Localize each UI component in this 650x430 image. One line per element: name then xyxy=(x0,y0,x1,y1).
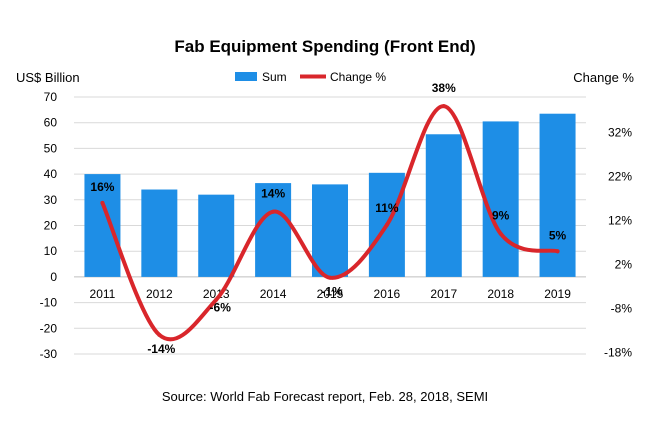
right-axis-title: Change % xyxy=(573,70,634,85)
left-tick-label: 20 xyxy=(44,219,58,233)
left-tick-label: 40 xyxy=(44,167,58,181)
change-point-2011 xyxy=(100,200,105,205)
data-labels: 16% -14% -6% 14% -1% 11% 38% 9% 5% xyxy=(90,81,566,356)
x-tick-label: 2018 xyxy=(487,287,514,301)
change-label: 14% xyxy=(261,187,285,201)
change-label: 16% xyxy=(90,180,114,194)
right-axis: 32% 22% 12% 2% -8% -18% xyxy=(604,126,632,360)
bar-2012 xyxy=(141,189,178,277)
bar-2018 xyxy=(482,121,519,277)
change-label: 11% xyxy=(375,201,399,215)
left-tick-label: 10 xyxy=(44,244,58,258)
bar-2015 xyxy=(312,184,348,277)
right-tick-label: 32% xyxy=(608,126,632,140)
change-label: -14% xyxy=(147,342,175,356)
left-tick-label: -30 xyxy=(40,347,58,361)
right-tick-label: -18% xyxy=(604,346,632,360)
line-series xyxy=(100,104,560,342)
x-tick-label: 2019 xyxy=(544,287,571,301)
x-tick-label: 2017 xyxy=(430,287,457,301)
change-point-2014 xyxy=(271,209,276,214)
legend: Sum Change % xyxy=(235,70,386,84)
x-tick-label: 2016 xyxy=(374,287,401,301)
x-tick-label: 2011 xyxy=(90,287,116,301)
change-label: 9% xyxy=(492,209,510,223)
legend-swatch-sum xyxy=(235,72,257,81)
left-axis-title: US$ Billion xyxy=(16,70,80,85)
change-point-2015 xyxy=(328,275,332,280)
chart-title: Fab Equipment Spending (Front End) xyxy=(174,37,475,56)
left-tick-label: 60 xyxy=(44,116,58,130)
change-point-2013 xyxy=(214,297,219,302)
x-axis: 2011 2012 2013 2014 2015 2016 2017 2018 2019 xyxy=(90,287,572,301)
change-point-2012 xyxy=(157,332,162,337)
bar-2017 xyxy=(425,134,462,277)
left-tick-label: 50 xyxy=(44,141,58,155)
left-tick-label: -20 xyxy=(40,321,58,335)
bar-series xyxy=(84,113,576,277)
left-tick-label: 30 xyxy=(44,193,58,207)
x-tick-label: 2014 xyxy=(260,287,287,301)
bar-2011 xyxy=(84,174,121,277)
left-axis: 70 60 50 40 30 20 10 0 -10 -20 -30 xyxy=(40,90,58,361)
x-tick-label: 2015 xyxy=(317,287,344,301)
change-label: 38% xyxy=(432,81,456,95)
left-tick-label: 70 xyxy=(44,90,58,104)
source-note: Source: World Fab Forecast report, Feb. … xyxy=(162,389,488,404)
x-tick-label: 2012 xyxy=(146,287,173,301)
right-tick-label: 2% xyxy=(615,258,633,272)
legend-label-sum: Sum xyxy=(262,70,287,84)
bar-2013 xyxy=(198,194,235,277)
right-tick-label: -8% xyxy=(611,302,633,316)
left-tick-label: -10 xyxy=(40,296,58,310)
change-label: 5% xyxy=(549,228,567,242)
legend-label-change: Change % xyxy=(330,70,386,84)
right-tick-label: 12% xyxy=(608,214,632,228)
change-point-2017 xyxy=(441,104,446,109)
change-point-2018 xyxy=(498,231,503,236)
change-point-2019 xyxy=(555,249,560,254)
right-tick-label: 22% xyxy=(608,170,632,184)
change-label: -1% xyxy=(321,285,343,299)
bar-2014 xyxy=(255,183,292,277)
change-label: -6% xyxy=(210,301,232,315)
left-tick-label: 0 xyxy=(50,270,57,284)
change-point-2016 xyxy=(384,222,389,227)
